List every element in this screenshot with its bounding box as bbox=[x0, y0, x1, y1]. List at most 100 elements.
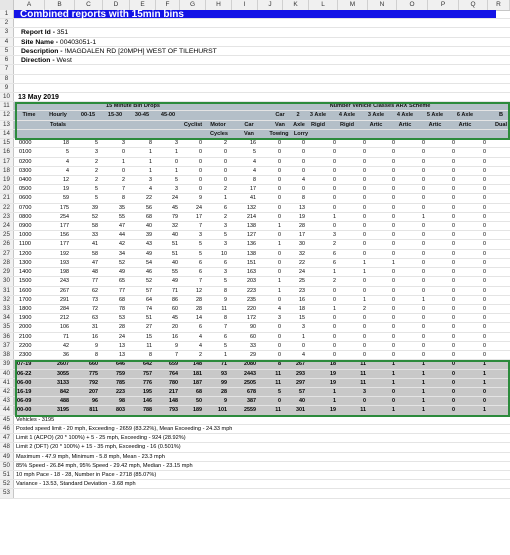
row-number[interactable]: 47 bbox=[0, 434, 14, 443]
row-number[interactable]: 38 bbox=[0, 351, 14, 360]
time-cell: 0200 bbox=[19, 158, 32, 165]
value-cell: 0 bbox=[333, 158, 336, 165]
row-number[interactable]: 17 bbox=[0, 157, 14, 166]
row-number[interactable]: 21 bbox=[0, 194, 14, 203]
column-header-g[interactable]: G bbox=[180, 0, 206, 10]
column-header-e[interactable]: E bbox=[130, 0, 156, 10]
column-header-f[interactable]: F bbox=[156, 0, 180, 10]
row-number[interactable]: 10 bbox=[0, 92, 14, 102]
value-cell: 0 bbox=[483, 167, 486, 174]
value-cell: 223 bbox=[247, 287, 256, 294]
row-number[interactable]: 18 bbox=[0, 166, 14, 175]
row-number[interactable]: 35 bbox=[0, 323, 14, 332]
value-cell: 0 bbox=[483, 140, 486, 147]
site-name-label: Site Name - bbox=[21, 38, 59, 46]
row-number[interactable]: 25 bbox=[0, 231, 14, 240]
value-cell: 136 bbox=[247, 241, 256, 248]
row-number[interactable]: 4 bbox=[0, 37, 14, 46]
row-number[interactable]: 33 bbox=[0, 305, 14, 314]
row-number[interactable]: 22 bbox=[0, 203, 14, 212]
row-number[interactable]: 44 bbox=[0, 406, 14, 415]
row-number[interactable]: 53 bbox=[0, 489, 14, 498]
value-cell: 0 bbox=[278, 259, 281, 266]
row-number[interactable]: 30 bbox=[0, 277, 14, 286]
row-number[interactable]: 29 bbox=[0, 268, 14, 277]
column-header-q[interactable]: Q bbox=[459, 0, 488, 10]
sheet-row: 4 Site Name - 00403051-1 bbox=[0, 37, 510, 47]
row-number[interactable]: 51 bbox=[0, 470, 14, 480]
column-header-k[interactable]: K bbox=[283, 0, 309, 10]
time-cell: 1100 bbox=[19, 241, 32, 248]
row-number[interactable]: 14 bbox=[0, 129, 14, 139]
row-number[interactable]: 37 bbox=[0, 341, 14, 351]
row-number[interactable]: 32 bbox=[0, 295, 14, 304]
row-number[interactable]: 20 bbox=[0, 185, 14, 194]
column-header-b[interactable]: B bbox=[45, 0, 75, 10]
value-cell: 8 bbox=[149, 140, 152, 147]
row-number[interactable]: 24 bbox=[0, 222, 14, 231]
row-number[interactable]: 31 bbox=[0, 286, 14, 295]
row-number[interactable]: 7 bbox=[0, 65, 14, 74]
row-number[interactable]: 23 bbox=[0, 212, 14, 222]
stat-line: Limit 1 (ACPO) (20 * 100%) + 5 - 25 mph,… bbox=[16, 435, 186, 442]
value-cell: 0 bbox=[483, 241, 486, 248]
row-number[interactable]: 5 bbox=[0, 46, 14, 56]
column-header-r[interactable]: R bbox=[488, 0, 510, 10]
column-header-i[interactable]: I bbox=[232, 0, 258, 10]
value-cell: 13 bbox=[119, 342, 125, 349]
row-number[interactable]: 43 bbox=[0, 397, 14, 406]
row-number[interactable]: 34 bbox=[0, 314, 14, 323]
row-number[interactable]: 46 bbox=[0, 424, 14, 434]
direction-line: Direction - West bbox=[21, 56, 72, 65]
row-number[interactable]: 45 bbox=[0, 415, 14, 424]
row-number[interactable]: 16 bbox=[0, 148, 14, 157]
column-header-a[interactable]: A bbox=[14, 0, 45, 10]
value-cell: 3 bbox=[224, 269, 227, 276]
column-header-j[interactable]: J bbox=[258, 0, 283, 10]
row-number[interactable]: 27 bbox=[0, 249, 14, 258]
column-header-n[interactable]: N bbox=[368, 0, 397, 10]
row-number[interactable]: 36 bbox=[0, 332, 14, 341]
row-number[interactable]: 8 bbox=[0, 74, 14, 83]
row-number[interactable]: 42 bbox=[0, 387, 14, 397]
row-number[interactable]: 9 bbox=[0, 83, 14, 92]
row-number[interactable]: 48 bbox=[0, 443, 14, 452]
row-number[interactable]: 6 bbox=[0, 56, 14, 65]
value-cell: 0 bbox=[122, 167, 125, 174]
row-number[interactable]: 28 bbox=[0, 258, 14, 268]
value-cell: 5 bbox=[278, 388, 281, 395]
row-number[interactable]: 12 bbox=[0, 111, 14, 120]
row-number[interactable]: 49 bbox=[0, 452, 14, 461]
time-cell: 2300 bbox=[19, 352, 32, 359]
value-cell: 0 bbox=[483, 158, 486, 165]
sheet-row: 35 2000 106 31 28 27 20 6 7 90 0 3 0 0 0 0 0 0 bbox=[0, 323, 510, 333]
time-cell: 1900 bbox=[19, 315, 32, 322]
row-number[interactable]: 15 bbox=[0, 139, 14, 148]
row-number[interactable]: 41 bbox=[0, 378, 14, 387]
select-all-corner[interactable] bbox=[0, 0, 14, 10]
column-header-h[interactable]: H bbox=[206, 0, 232, 10]
row-number[interactable]: 13 bbox=[0, 120, 14, 129]
column-header-c[interactable]: C bbox=[75, 0, 103, 10]
row-number[interactable]: 11 bbox=[0, 102, 14, 111]
column-header-l[interactable]: L bbox=[309, 0, 338, 10]
column-header-m[interactable]: M bbox=[338, 0, 368, 10]
sheet-row: 38 2300 36 8 13 8 7 2 1 29 0 4 0 0 0 0 0 0 bbox=[0, 351, 510, 361]
row-number[interactable]: 52 bbox=[0, 480, 14, 489]
value-cell: 12 bbox=[196, 287, 202, 294]
row-number[interactable]: 1 bbox=[0, 10, 14, 19]
row-number[interactable]: 50 bbox=[0, 461, 14, 470]
value-cell: 96 bbox=[92, 398, 98, 405]
value-cell: 6 bbox=[224, 333, 227, 340]
column-header-o[interactable]: O bbox=[397, 0, 428, 10]
row-number[interactable]: 26 bbox=[0, 240, 14, 249]
row-number[interactable]: 19 bbox=[0, 175, 14, 185]
row-number[interactable]: 3 bbox=[0, 28, 14, 37]
row-number[interactable]: 39 bbox=[0, 360, 14, 369]
column-header-p[interactable]: P bbox=[428, 0, 459, 10]
column-header-d[interactable]: D bbox=[103, 0, 130, 10]
row-number[interactable]: 40 bbox=[0, 369, 14, 378]
value-cell: 175 bbox=[60, 204, 69, 211]
row-number[interactable]: 2 bbox=[0, 19, 14, 28]
